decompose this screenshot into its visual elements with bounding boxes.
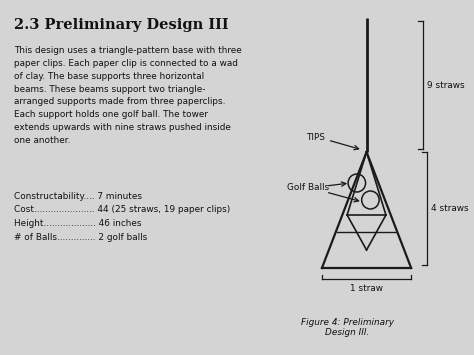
Text: TIPS: TIPS [306, 133, 325, 142]
Text: 2.3 Preliminary Design III: 2.3 Preliminary Design III [14, 18, 228, 32]
Text: Height................... 46 inches: Height................... 46 inches [14, 219, 141, 228]
Text: 4 straws: 4 straws [430, 204, 468, 213]
Text: Figure 4: Preliminary
Design III.: Figure 4: Preliminary Design III. [301, 318, 393, 337]
Text: # of Balls.............. 2 golf balls: # of Balls.............. 2 golf balls [14, 233, 147, 241]
Text: 1 straw: 1 straw [350, 284, 383, 293]
Text: This design uses a triangle-pattern base with three
paper clips. Each paper clip: This design uses a triangle-pattern base… [14, 46, 241, 145]
Text: Constructability.... 7 minutes: Constructability.... 7 minutes [14, 192, 142, 201]
Text: Golf Balls: Golf Balls [287, 184, 329, 192]
Text: 9 straws: 9 straws [427, 81, 464, 89]
Text: Cost...................... 44 (25 straws, 19 paper clips): Cost...................... 44 (25 straws… [14, 206, 230, 214]
